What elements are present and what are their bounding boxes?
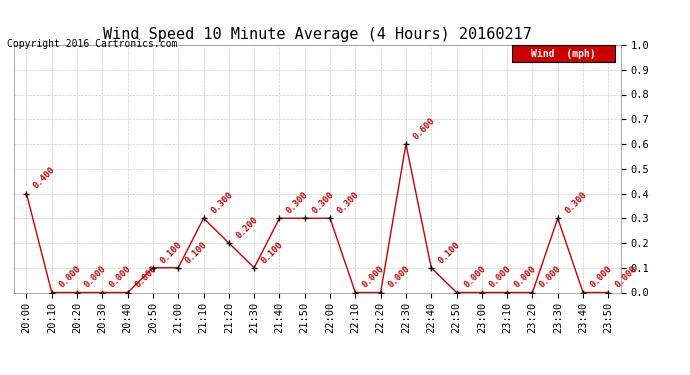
Text: 0.400: 0.400 bbox=[32, 165, 57, 191]
Text: 0.100: 0.100 bbox=[184, 240, 209, 265]
Text: Copyright 2016 Cartronics.com: Copyright 2016 Cartronics.com bbox=[7, 39, 177, 50]
Text: 0.200: 0.200 bbox=[235, 215, 259, 240]
Text: 0.000: 0.000 bbox=[133, 264, 159, 290]
Title: Wind Speed 10 Minute Average (4 Hours) 20160217: Wind Speed 10 Minute Average (4 Hours) 2… bbox=[103, 27, 532, 42]
Text: 0.600: 0.600 bbox=[411, 116, 437, 141]
Text: 0.000: 0.000 bbox=[361, 264, 386, 290]
Text: 0.100: 0.100 bbox=[437, 240, 462, 265]
Text: 0.000: 0.000 bbox=[538, 264, 563, 290]
Text: 0.000: 0.000 bbox=[83, 264, 108, 290]
Text: 0.300: 0.300 bbox=[335, 190, 361, 216]
Text: 0.000: 0.000 bbox=[487, 264, 513, 290]
Text: 0.100: 0.100 bbox=[259, 240, 285, 265]
Text: 0.300: 0.300 bbox=[310, 190, 335, 216]
Text: 0.300: 0.300 bbox=[209, 190, 235, 216]
Text: 0.100: 0.100 bbox=[159, 240, 184, 265]
Text: 0.000: 0.000 bbox=[614, 264, 639, 290]
Text: 0.000: 0.000 bbox=[513, 264, 538, 290]
Text: 0.000: 0.000 bbox=[57, 264, 83, 290]
Text: 0.300: 0.300 bbox=[285, 190, 310, 216]
Text: 0.000: 0.000 bbox=[462, 264, 487, 290]
Text: 0.000: 0.000 bbox=[589, 264, 614, 290]
Text: 0.300: 0.300 bbox=[563, 190, 589, 216]
Text: 0.000: 0.000 bbox=[108, 264, 133, 290]
Text: 0.000: 0.000 bbox=[386, 264, 411, 290]
